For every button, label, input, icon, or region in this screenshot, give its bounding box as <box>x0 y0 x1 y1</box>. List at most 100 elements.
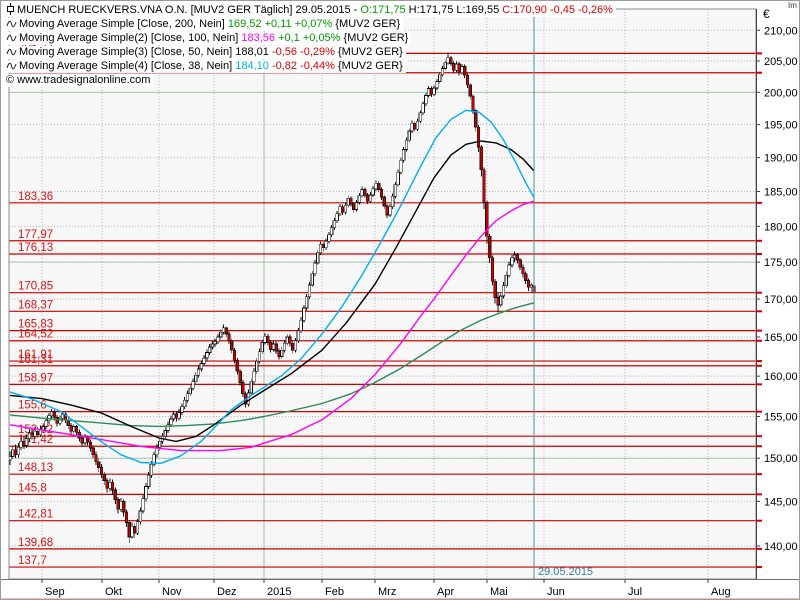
ma50-line[interactable] <box>9 140 535 443</box>
candle-up <box>11 449 15 457</box>
candle-up <box>307 284 312 298</box>
candle-down <box>238 371 242 383</box>
indicator-wave-icon <box>6 34 17 42</box>
month-label: Sep <box>45 586 65 598</box>
candle-up <box>357 195 361 203</box>
price-level-label: 161,31 <box>18 354 53 366</box>
legend-row-ma50[interactable]: Moving Average Simple(3) [Close, 50, Nei… <box>5 46 406 59</box>
month-label: Jun <box>547 586 565 598</box>
candle-up <box>166 424 170 431</box>
price-level-label: 165,83 <box>18 319 53 331</box>
price-axis[interactable]: €210,00 205,00 200,00 195,00 190,00 185,00 180… <box>756 7 798 579</box>
ma100-change: +0,1 +0,05% <box>275 32 341 44</box>
ma200-value: 169,52 <box>227 18 262 30</box>
candle-down <box>22 441 26 446</box>
candle-up <box>501 285 506 297</box>
candle-up <box>191 381 195 389</box>
candle-up <box>257 351 262 362</box>
price-level-label: 170,85 <box>18 281 53 293</box>
candle-down <box>496 297 500 306</box>
candle-down <box>321 243 325 249</box>
month-label: 2015 <box>267 586 291 598</box>
candle-up <box>213 341 217 345</box>
candle-up <box>83 436 87 444</box>
axis-tick-label: 140,00 <box>764 541 798 553</box>
candle-up <box>255 360 259 372</box>
instrument-icon <box>7 3 14 15</box>
ma200-line[interactable] <box>9 302 535 428</box>
ma200-symbol: {MUV2 GER} <box>332 18 401 30</box>
candle-up <box>180 406 184 413</box>
candle-up <box>402 149 406 161</box>
candle-down <box>69 425 73 432</box>
time-axis[interactable]: Sep Okt Nov Dez 2015 Feb Mrz Apr Mai Jun Jul Aug <box>1 579 800 598</box>
candle-up <box>318 243 323 254</box>
axis-tick-label: 205,00 <box>764 56 798 68</box>
candle-up <box>512 254 517 259</box>
plot-background <box>9 9 756 579</box>
candle-up <box>144 486 148 500</box>
candle-up <box>260 342 264 353</box>
candle-down <box>97 461 101 468</box>
candle-up <box>316 252 320 264</box>
candle-up <box>313 262 317 275</box>
candle-up <box>390 195 395 208</box>
candle-down <box>521 266 525 275</box>
month-label: Feb <box>325 586 344 598</box>
candle-up <box>327 234 331 242</box>
candle-up <box>399 159 403 173</box>
candle-down <box>224 327 228 335</box>
candle-up <box>194 375 198 383</box>
indicator-wave-icon <box>6 48 17 56</box>
candle-up <box>415 120 420 130</box>
ma38-line[interactable] <box>9 109 535 464</box>
candle-up <box>199 363 203 370</box>
candle-down <box>266 335 270 343</box>
candle-down <box>91 447 95 456</box>
candle-down <box>235 359 239 372</box>
axis-tick-label: 185,00 <box>764 187 798 199</box>
legend-row-ma100[interactable]: Moving Average Simple(2) [Close, 100, Ne… <box>5 32 412 45</box>
candle-up <box>343 204 348 213</box>
candle-up <box>183 399 187 408</box>
axis-tick-label: 175,00 <box>764 257 798 269</box>
axis-tick-label: 150,00 <box>764 453 798 465</box>
price-level-label: 148,13 <box>18 462 53 474</box>
candle-up <box>271 343 276 350</box>
axis-tick-label: 155,00 <box>764 412 798 424</box>
month-label: Nov <box>162 586 182 598</box>
price-level-label: 139,68 <box>18 537 53 549</box>
candle-up <box>426 88 431 96</box>
candle-up <box>421 103 425 114</box>
candle-up <box>58 417 62 424</box>
legend-row-ma200[interactable]: Moving Average Simple [Close, 200, Nein]… <box>5 18 404 31</box>
ma100-value: 183,56 <box>241 32 276 44</box>
candle-down <box>105 480 109 489</box>
month-label: Okt <box>105 586 122 598</box>
legend-row-ma38[interactable]: Moving Average Simple(4) [Close, 38, Nei… <box>5 60 406 73</box>
candle-up <box>205 352 209 359</box>
candle-up <box>158 441 162 448</box>
candle-up <box>185 393 190 401</box>
candle-up <box>108 481 112 489</box>
candle-down <box>127 522 131 538</box>
candle-down <box>341 206 345 213</box>
ma100-line[interactable] <box>9 200 535 452</box>
candle-up <box>504 274 508 286</box>
candle-up <box>41 426 45 431</box>
candle-up <box>529 284 533 288</box>
candle-up <box>354 202 359 210</box>
price-level-label: 176,13 <box>18 242 53 254</box>
ma200-change: +0,11 +0,07% <box>261 18 333 30</box>
candle-up <box>388 206 392 216</box>
candle-up <box>138 510 142 523</box>
instrument-title-row[interactable]: MUENCH RUECKVERS.VNA O.N. [MUV2 GER Tägl… <box>5 3 616 17</box>
watermark: © www.tradesignalonline.com <box>5 74 154 87</box>
candle-up <box>141 498 145 512</box>
candle-up <box>263 335 267 343</box>
ma38-label: Moving Average Simple(4) [Close, 38, Nei… <box>19 60 236 72</box>
axis-tick-label: 210,00 <box>764 25 798 37</box>
month-label: Aug <box>711 586 731 598</box>
candle-down <box>366 194 370 202</box>
